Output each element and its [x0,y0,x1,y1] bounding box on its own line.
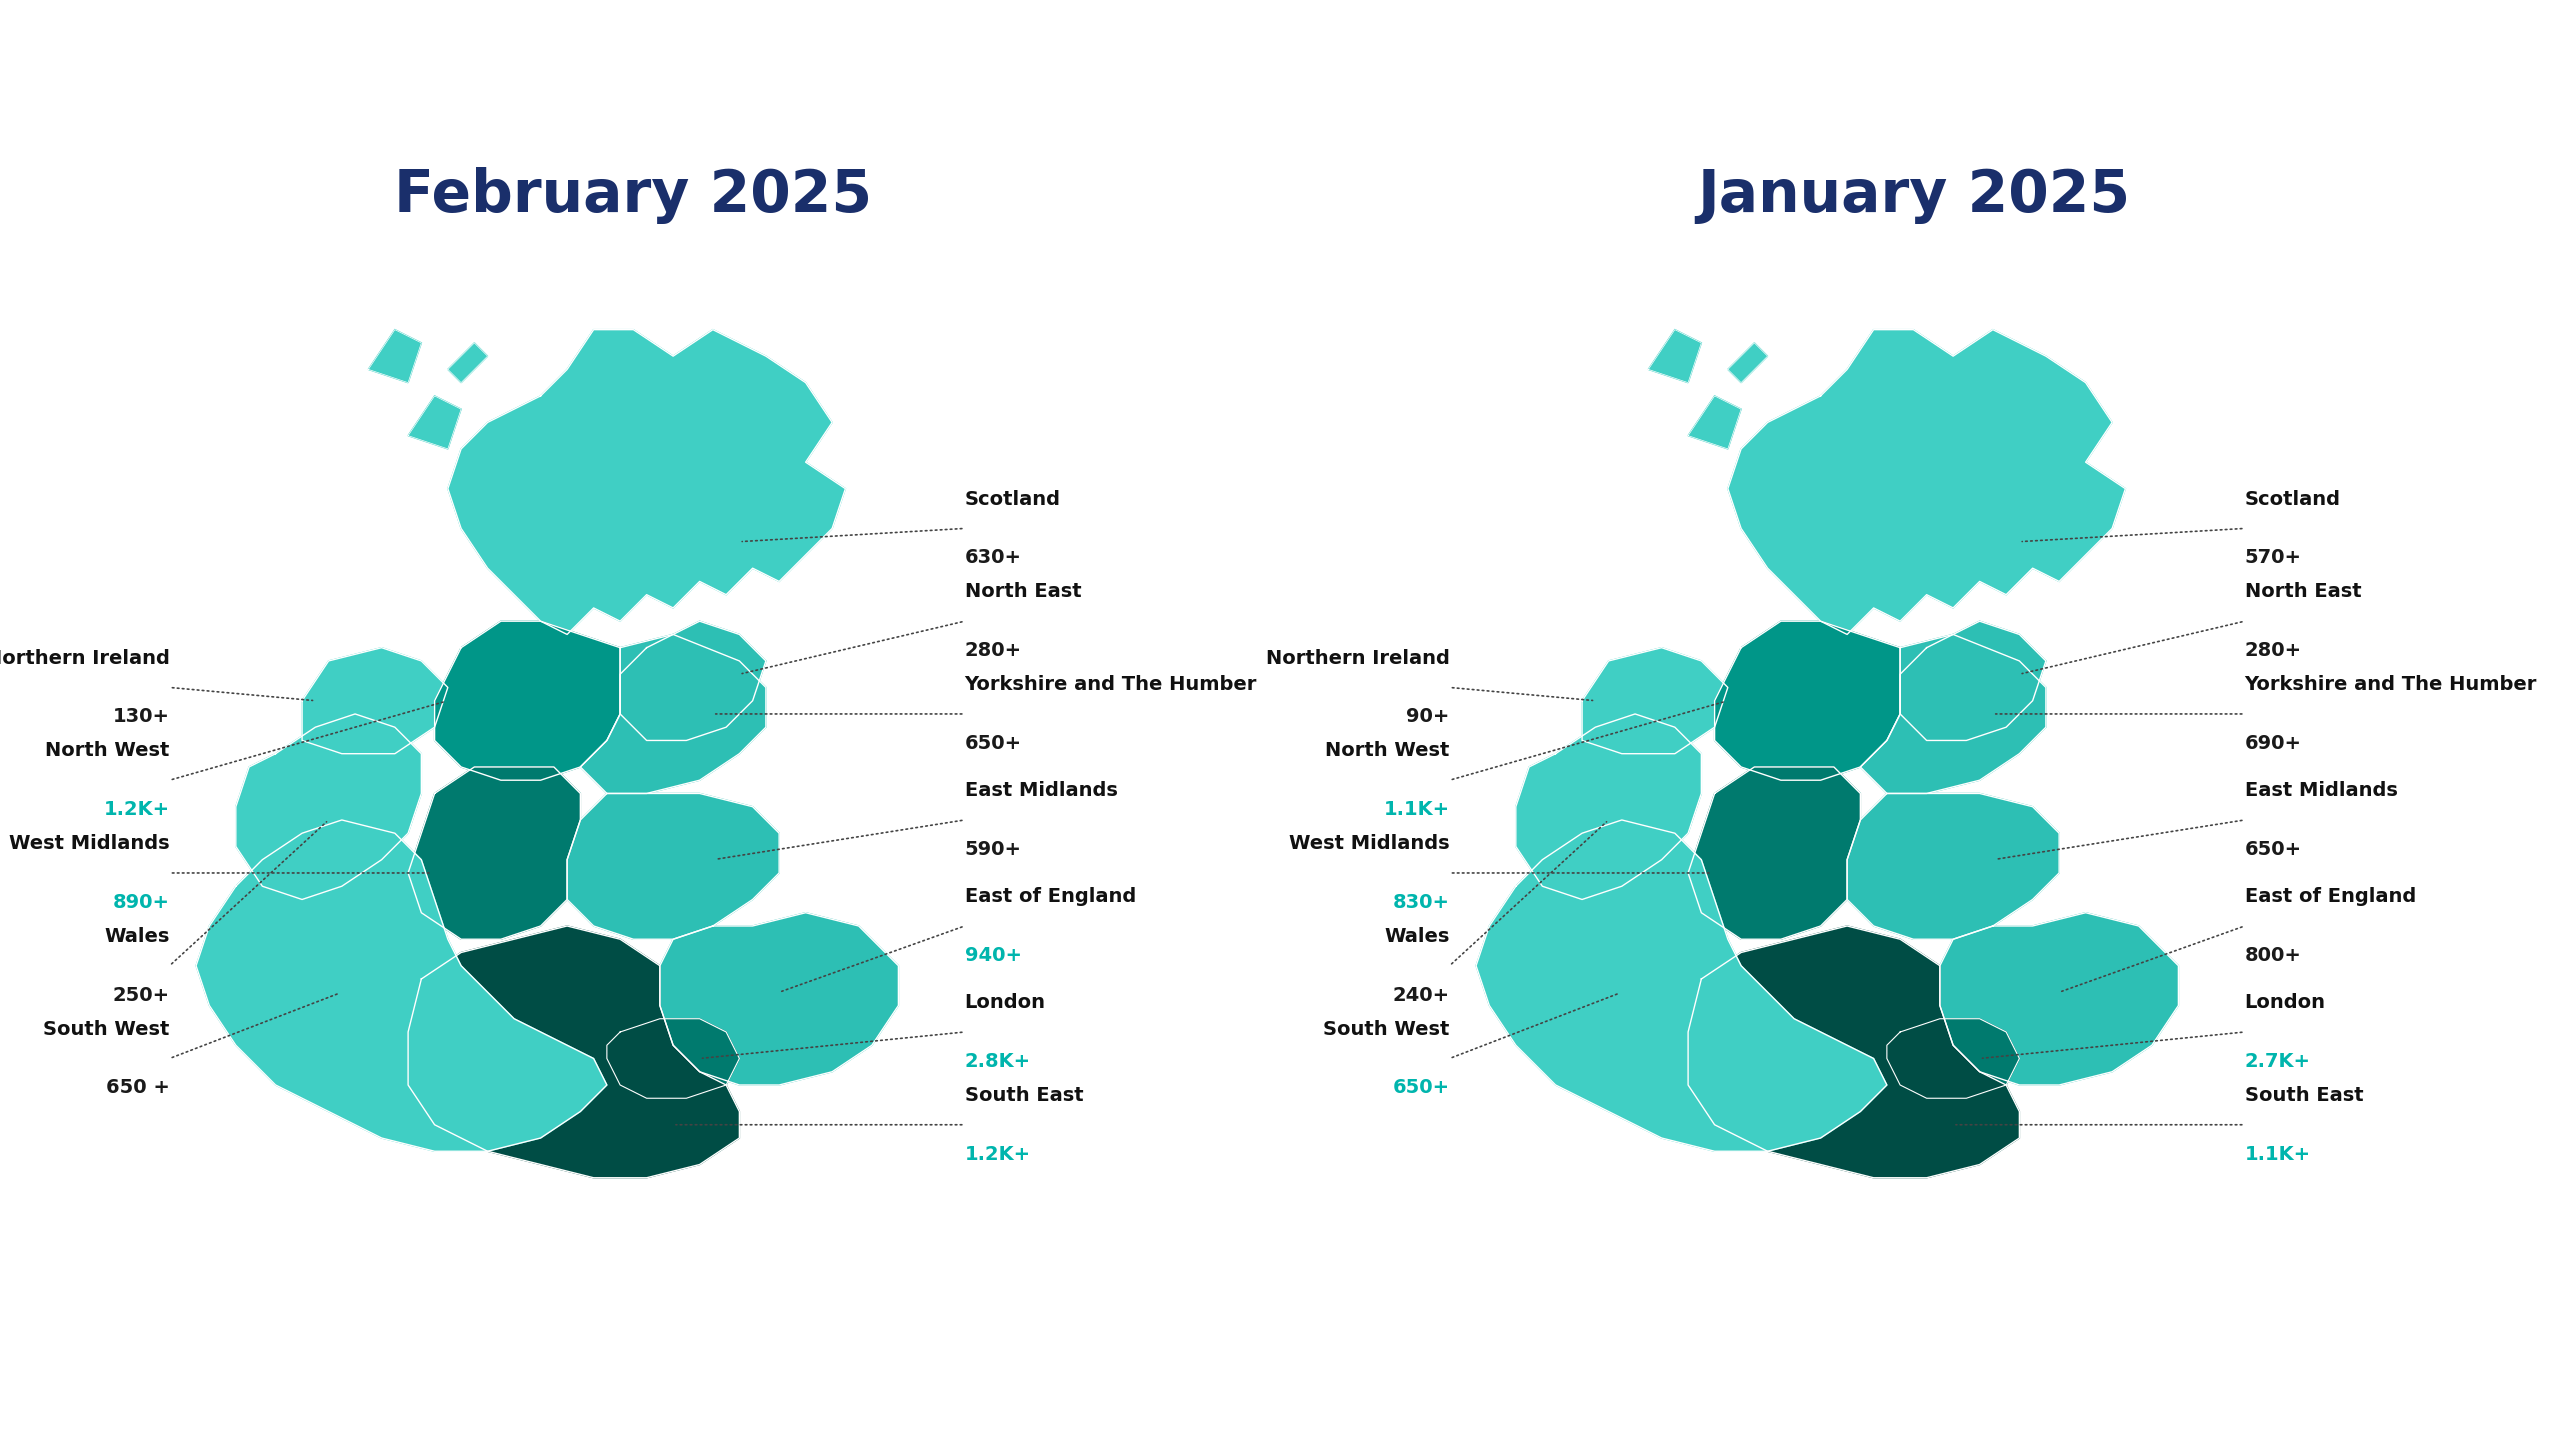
Polygon shape [197,819,607,1151]
Text: 650+: 650+ [965,734,1021,753]
Polygon shape [1582,648,1728,753]
Polygon shape [1687,768,1861,939]
Text: 940+: 940+ [965,946,1021,965]
Text: Wales: Wales [1385,927,1449,946]
Text: 690+: 690+ [2245,734,2301,753]
Text: 1.2K+: 1.2K+ [102,801,169,819]
Text: Northern Ireland: Northern Ireland [1265,648,1449,668]
Text: 130+: 130+ [113,707,169,726]
Text: 280+: 280+ [965,641,1021,660]
Text: West Midlands: West Midlands [1288,834,1449,852]
Text: East Midlands: East Midlands [2245,780,2399,801]
Polygon shape [581,635,765,793]
Text: 1.2K+: 1.2K+ [965,1145,1032,1164]
Polygon shape [407,926,740,1178]
Polygon shape [1516,714,1702,900]
Text: London: London [2245,994,2324,1012]
Polygon shape [1940,913,2179,1084]
Polygon shape [1848,793,2058,939]
Text: January 2025: January 2025 [1697,167,2130,223]
Text: East of England: East of England [2245,887,2417,906]
Text: 1.1K+: 1.1K+ [1382,801,1449,819]
Polygon shape [660,913,899,1084]
Text: South West: South West [1324,1020,1449,1038]
Polygon shape [1887,1018,2020,1099]
Text: 280+: 280+ [2245,641,2301,660]
Text: 570+: 570+ [2245,549,2301,567]
Text: North East: North East [2245,582,2360,602]
Polygon shape [620,621,765,740]
Text: February 2025: February 2025 [394,167,873,223]
Text: 590+: 590+ [965,840,1021,858]
Text: 250+: 250+ [113,985,169,1005]
Text: 650+: 650+ [2245,840,2301,858]
Text: South East: South East [2245,1086,2363,1104]
Text: 650 +: 650 + [105,1079,169,1097]
Text: North West: North West [46,742,169,760]
Polygon shape [1861,635,2045,793]
Text: East Midlands: East Midlands [965,780,1119,801]
Text: Wales: Wales [105,927,169,946]
Text: 2.8K+: 2.8K+ [965,1051,1032,1071]
Text: South East: South East [965,1086,1083,1104]
Text: 650+: 650+ [1393,1079,1449,1097]
Polygon shape [607,1018,740,1099]
Text: South West: South West [44,1020,169,1038]
Polygon shape [1687,396,1741,449]
Text: London: London [965,994,1044,1012]
Text: East of England: East of England [965,887,1137,906]
Polygon shape [1728,330,2125,635]
Polygon shape [302,648,448,753]
Polygon shape [1687,926,2020,1178]
Polygon shape [1477,819,1887,1151]
Polygon shape [1715,621,1900,780]
Polygon shape [1900,621,2045,740]
Text: West Midlands: West Midlands [8,834,169,852]
Text: Yorkshire and The Humber: Yorkshire and The Humber [2245,675,2537,694]
Polygon shape [448,343,486,383]
Polygon shape [407,768,581,939]
Polygon shape [448,330,845,635]
Polygon shape [1728,343,1766,383]
Polygon shape [369,330,422,383]
Polygon shape [236,714,422,900]
Text: Yorkshire and The Humber: Yorkshire and The Humber [965,675,1257,694]
Text: 240+: 240+ [1393,985,1449,1005]
Text: 800+: 800+ [2245,946,2301,965]
Text: North East: North East [965,582,1080,602]
Text: 90+: 90+ [1405,707,1449,726]
Text: 2.7K+: 2.7K+ [2245,1051,2312,1071]
Text: 830+: 830+ [1393,893,1449,912]
Polygon shape [568,793,778,939]
Polygon shape [435,621,620,780]
Text: Scotland: Scotland [2245,490,2340,508]
Text: 890+: 890+ [113,893,169,912]
Text: Scotland: Scotland [965,490,1060,508]
Text: North West: North West [1326,742,1449,760]
Polygon shape [407,396,461,449]
Text: Northern Ireland: Northern Ireland [0,648,169,668]
Polygon shape [1649,330,1702,383]
Text: 630+: 630+ [965,549,1021,567]
Text: 1.1K+: 1.1K+ [2245,1145,2312,1164]
